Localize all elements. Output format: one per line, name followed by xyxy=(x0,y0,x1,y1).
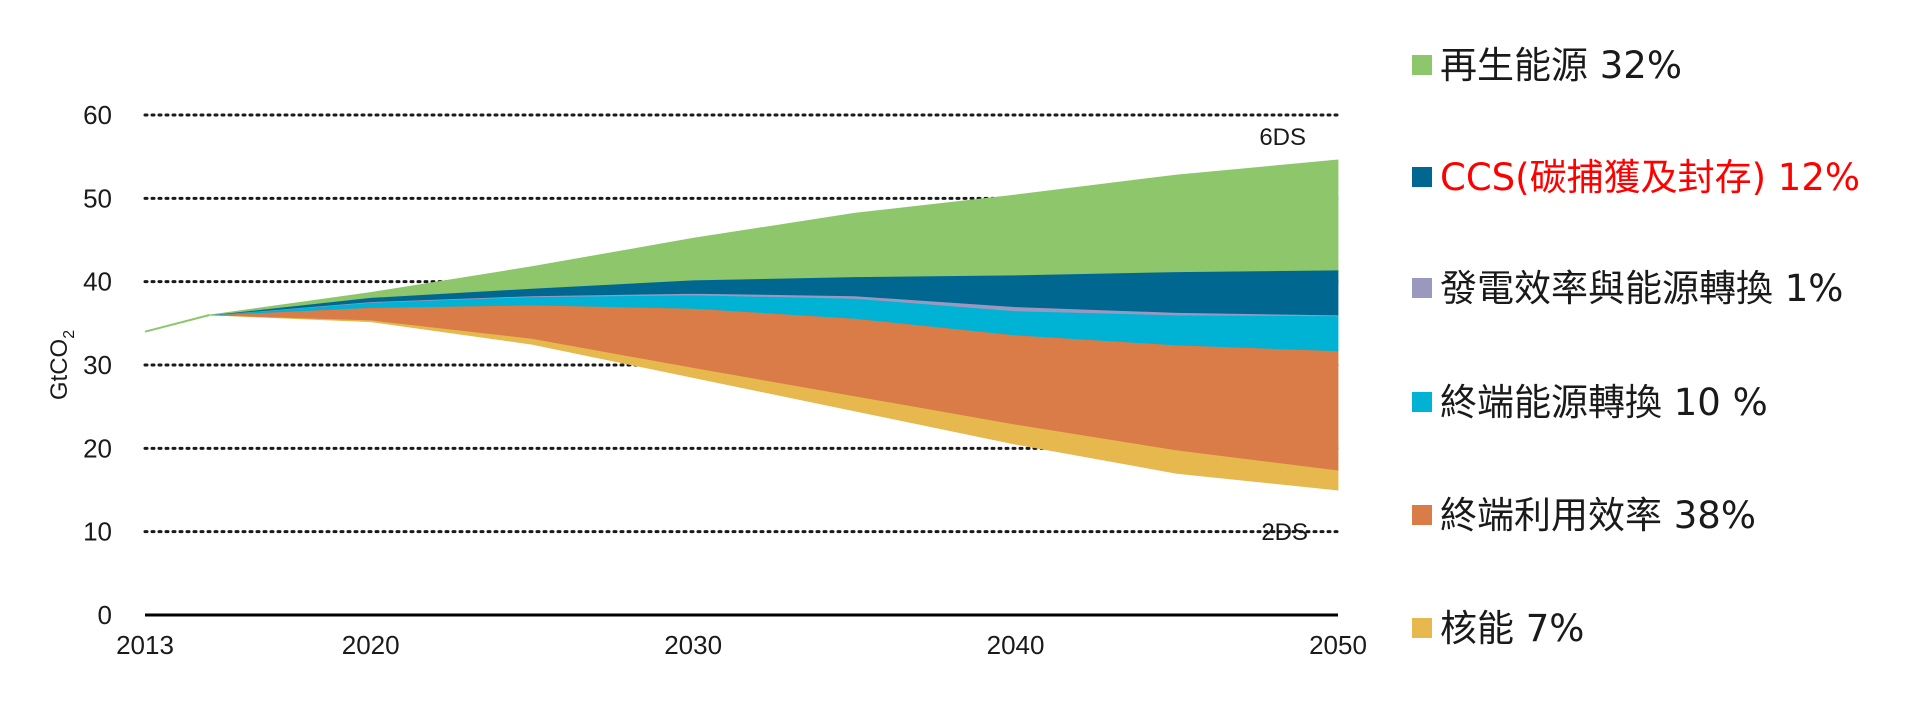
legend-label: 發電效率與能源轉換 1% xyxy=(1440,266,1844,310)
baseline-line xyxy=(144,314,210,333)
x-tick-label: 2020 xyxy=(342,630,400,660)
legend-item-renewables: 再生能源 32% xyxy=(1412,35,1682,95)
legend-item-power-efficiency: 發電效率與能源轉換 1% xyxy=(1412,258,1843,318)
legend-swatch xyxy=(1412,278,1432,298)
y-axis-title: GtCO2 xyxy=(46,330,78,400)
y-tick-label: 30 xyxy=(83,350,112,380)
y-tick-label: 20 xyxy=(83,433,112,463)
legend-label: 終端利用效率 38% xyxy=(1440,493,1756,537)
x-tick-label: 2013 xyxy=(116,630,174,660)
legend-label: 再生能源 32% xyxy=(1440,43,1682,87)
legend-item-end-use-efficiency: 終端利用效率 38% xyxy=(1412,485,1756,545)
legend-swatch xyxy=(1412,167,1432,187)
x-tick-label: 2050 xyxy=(1309,630,1367,660)
legend-label: 核能 7% xyxy=(1440,606,1585,650)
y-tick-label: 50 xyxy=(83,183,112,213)
y-tick-label: 60 xyxy=(83,100,112,130)
area-series xyxy=(209,159,1339,316)
legend-swatch xyxy=(1412,55,1432,75)
legend-swatch xyxy=(1412,618,1432,638)
y-tick-label: 40 xyxy=(83,267,112,297)
legend-item-end-use-fuel-switching: 終端能源轉換 10 % xyxy=(1412,372,1768,432)
legend-item-nuclear: 核能 7% xyxy=(1412,598,1584,658)
x-tick-label: 2030 xyxy=(664,630,722,660)
legend-swatch xyxy=(1412,505,1432,525)
x-tick-label: 2040 xyxy=(987,630,1045,660)
legend-item-ccs: CCS(碳捕獲及封存) 12% xyxy=(1412,147,1860,207)
y-tick-label: 10 xyxy=(83,517,112,547)
annotation-6ds: 6DS xyxy=(1259,124,1306,151)
legend-label: 終端能源轉換 10 % xyxy=(1440,380,1768,424)
y-tick-label: 0 xyxy=(98,600,112,630)
annotation-2ds: 2DS xyxy=(1261,519,1308,546)
legend-label: CCS(碳捕獲及封存) 12% xyxy=(1440,155,1861,199)
legend-swatch xyxy=(1412,392,1432,412)
